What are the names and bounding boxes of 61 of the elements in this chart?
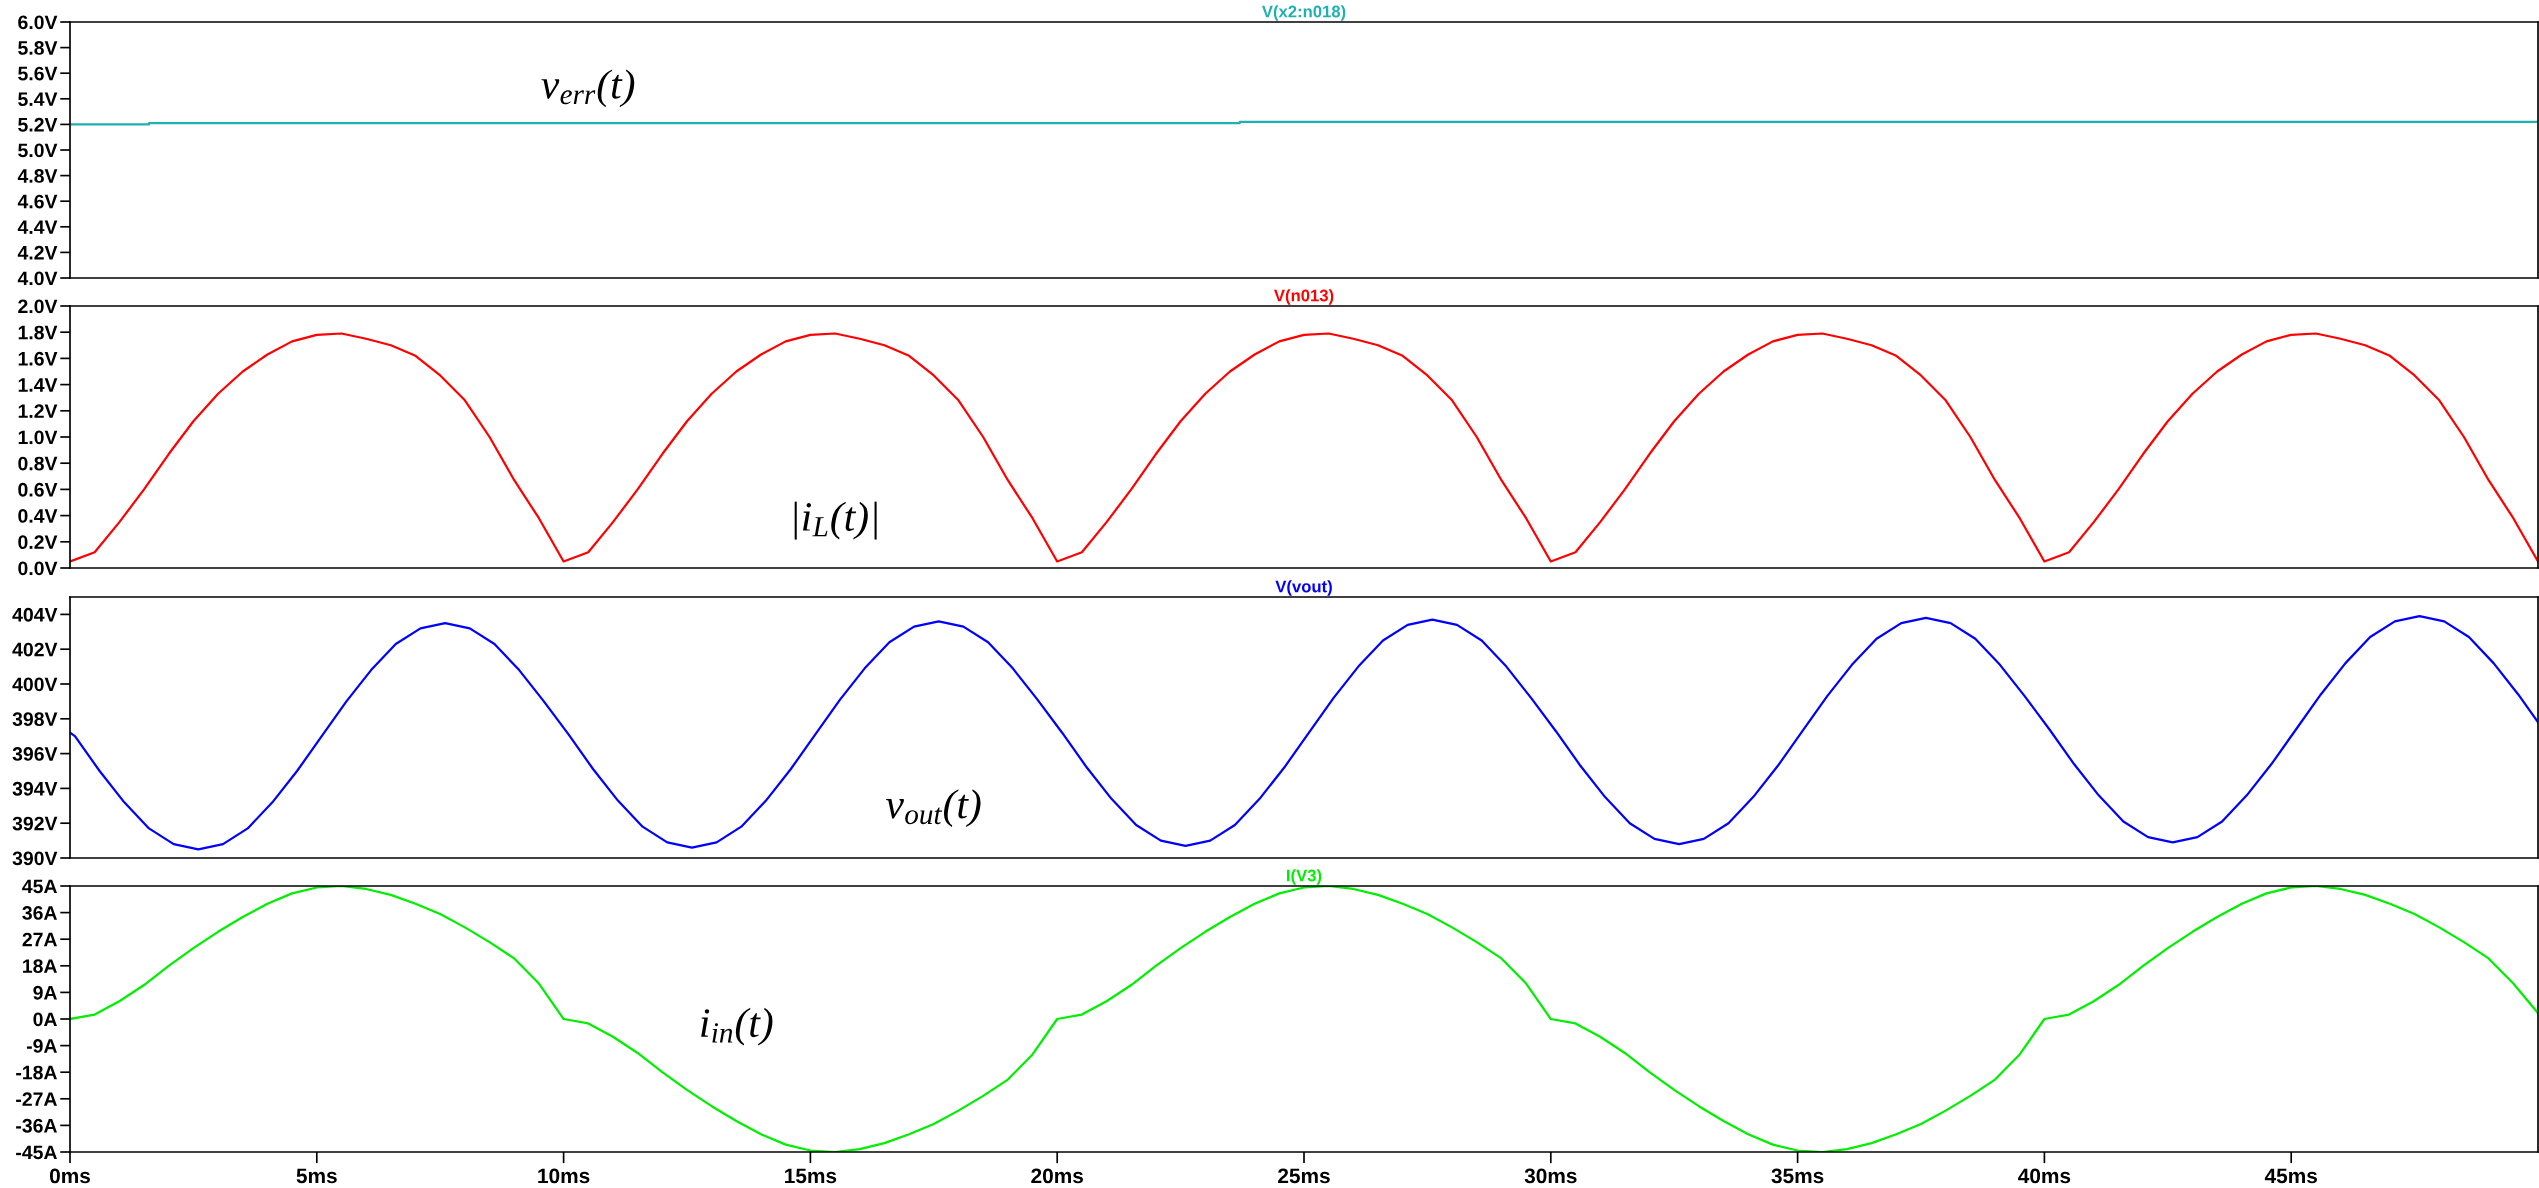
x-tick-label: 35ms [1771,1168,1824,1184]
series-label: I(V3) [1287,869,1322,885]
x-tick-label: 30ms [1524,1168,1577,1184]
y-tick-label: 5.0V [18,143,58,158]
y-tick-label: -9A [26,1039,57,1053]
y-tick-label: 9A [33,985,57,1000]
y-tick-label: -45A [16,1145,57,1160]
y-tick-label: 36A [22,906,57,920]
x-tick-label: 45ms [2264,1168,2317,1184]
y-tick-label: 400V [12,677,58,692]
y-tick-label: 1.4V [18,378,58,392]
text: V(vout) [1275,580,1332,596]
x-tick-label: 40ms [2018,1168,2071,1184]
annotation: v$_{out}$(t) [886,789,981,828]
y-tick-label: 5.4V [18,92,58,107]
y-tick-label: 390V [12,851,58,866]
annotation: |i$_{L}$(t)| [794,501,877,540]
x-tick-label: 10ms [538,1168,590,1184]
y-tick-label: 396V [12,747,58,761]
y-tick-label: 402V [12,642,58,657]
y-tick-label: 0.2V [18,535,58,550]
y-tick-label: 27A [22,932,57,947]
x-tick-label: 5ms [296,1168,337,1184]
y-tick-label: 392V [12,816,58,831]
x-tick-label: 25ms [1278,1168,1330,1184]
y-tick-label: -27A [16,1092,57,1106]
y-tick-label: 0.6V [18,482,58,497]
y-tick-label: 1.6V [18,351,58,366]
x-tick-label: 20ms [1031,1168,1083,1184]
y-tick-label: 4.4V [17,220,58,234]
annotation: i$_{in}$(t) [701,1007,773,1046]
x-tick-label: 15ms [785,1168,837,1184]
y-tick-label: 45A [22,879,57,894]
y-tick-label: 2.0V [18,299,58,314]
line-series [70,332,2538,563]
y-tick-label: 4.0V [17,271,58,286]
y-tick-label: 404V [12,607,58,622]
line-series [70,615,2538,851]
y-tick-label: 18A [23,959,57,974]
y-tick-label: 5.2V [18,117,58,132]
y-tick-label: -36A [16,1118,57,1133]
y-tick-label: 1.8V [18,325,58,340]
y-tick-label: 4.2V [17,245,58,260]
y-tick-label: 1.0V [18,430,58,445]
y-tick-label: 6.0V [18,15,58,30]
y-tick-label: 4.8V [17,169,58,183]
y-tick-label: -18A [16,1065,57,1080]
y-tick-label: 0.4V [18,509,58,523]
y-tick-label: 0.8V [18,456,58,471]
y-tick-label: 1.2V [18,404,58,418]
y-tick-label: 0A [33,1012,57,1027]
y-tick-label: 398V [12,712,58,727]
series-label: V(n013) [1274,289,1334,305]
text: V(x2:n018) [1261,5,1346,21]
x-tick-label: 0ms [49,1168,90,1184]
y-tick-label: 5.8V [18,41,58,55]
y-tick-label: 5.6V [18,66,58,81]
y-tick-label: 4.6V [17,194,58,209]
y-tick-label: 394V [12,781,58,796]
y-tick-label: 0.0V [18,561,58,576]
annotation: v$_{err}$(t) [541,69,635,108]
